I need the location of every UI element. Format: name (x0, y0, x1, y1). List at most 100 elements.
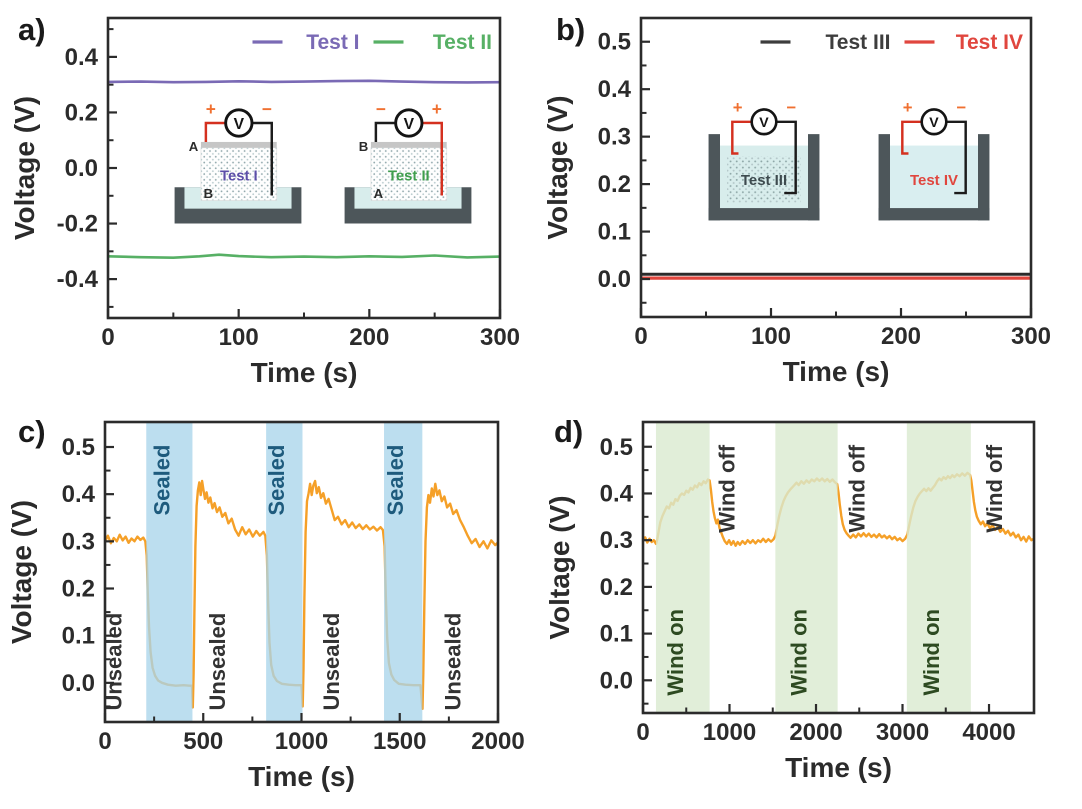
plus-sign: + (903, 98, 913, 117)
inset-test1-diagram: V + − A B Test I (174, 99, 302, 224)
y-tick-label: 0.5 (62, 434, 95, 461)
red-wire (204, 121, 226, 142)
region-label: Unsealed (205, 613, 230, 711)
electrode-label-bottom: B (204, 186, 214, 201)
y-tick-label: 0.4 (65, 44, 99, 71)
y-tick-label: 0.0 (600, 667, 633, 694)
x-tick-label: 1500 (373, 728, 426, 755)
electrode-label-top: B (359, 139, 369, 154)
x-tick-label: 200 (349, 324, 389, 351)
legend-label: Test III (826, 31, 891, 54)
voltmeter-icon (394, 108, 424, 138)
y-tick-label: 0.2 (598, 171, 631, 198)
legend-label: Test I (306, 31, 359, 54)
beaker-left-wall (708, 134, 720, 221)
chart-panel-a: 0 100 200 300 0.4 0.2 0.0 -0.2 -0.4 Time (s) Volta… (9, 16, 520, 388)
chart-panel-d: Wind on Wind off Wind on Wind off Wind on Win… (544, 420, 1036, 783)
inset-test-label: Test IV (910, 172, 958, 189)
panel-letter-d: d) (554, 414, 584, 449)
region-label: Sealed (149, 445, 174, 516)
legend-label: Test II (433, 31, 492, 54)
x-tick-label: 0 (101, 324, 114, 351)
x-tick-label: 100 (219, 324, 259, 351)
electrode-label-top: A (189, 139, 199, 154)
beaker-left-wall (878, 134, 890, 221)
y-tick-label: -0.2 (57, 211, 98, 238)
inset-test-label: Test III (741, 172, 787, 189)
y-axis-label: Voltage (V) (6, 500, 37, 644)
electrode-label-bottom: A (374, 186, 384, 201)
minus-sign: − (786, 98, 796, 117)
y-tick-label: 0.2 (62, 576, 95, 603)
region-label: Unsealed (441, 613, 466, 711)
region-label: Wind on (919, 609, 944, 696)
gel-region (727, 156, 801, 203)
series-test-ii (108, 253, 500, 260)
y-tick-label: 0.0 (65, 155, 98, 182)
x-tick-label: 0 (98, 728, 111, 755)
voltmeter-label: V (234, 116, 245, 133)
voltmeter-label: V (929, 114, 939, 130)
x-tick-label: 4000 (962, 719, 1015, 746)
x-axis-label: Time (s) (785, 752, 892, 783)
x-tick-label: 100 (751, 323, 791, 350)
x-tick-label: 0 (636, 719, 649, 746)
beaker-liquid (890, 145, 978, 209)
y-axis-label: Voltage (V) (542, 95, 573, 239)
x-tick-label: 300 (480, 324, 520, 351)
panel-letter-a: a) (18, 12, 46, 47)
condition-band (384, 422, 423, 722)
inset-test4-diagram: V + − Test IV (878, 98, 990, 221)
y-tick-label: 0.1 (598, 219, 631, 246)
beaker-right-wall (808, 134, 820, 221)
region-label: Wind off (715, 444, 740, 532)
plus-sign: + (432, 99, 442, 119)
x-axis-label: Time (s) (248, 761, 355, 792)
minus-sign: − (262, 99, 272, 119)
voltmeter-icon (750, 108, 778, 136)
plus-sign: + (733, 98, 743, 117)
x-tick-label: 1000 (703, 719, 756, 746)
black-wire (946, 120, 967, 195)
condition-band (146, 422, 193, 722)
plus-sign: + (206, 99, 216, 119)
y-tick-label: 0.3 (598, 124, 631, 151)
voltmeter-icon (224, 108, 254, 138)
black-wire (776, 120, 797, 195)
region-label: Wind off (982, 444, 1007, 532)
x-tick-label: 3000 (876, 719, 929, 746)
y-tick-label: 0.0 (598, 266, 631, 293)
black-wire (374, 121, 396, 142)
x-axis-label: Time (s) (783, 356, 890, 387)
y-tick-label: 0.3 (600, 527, 633, 554)
inset-test-label: Test II (388, 169, 430, 185)
voltmeter-label: V (404, 116, 415, 133)
y-tick-label: 0.2 (65, 99, 98, 126)
chart-panel-c: Unsealed Sealed Unsealed Sealed Unsealed Seal… (6, 420, 525, 792)
condition-band (655, 422, 710, 713)
x-tick-label: 2000 (471, 728, 524, 755)
legend-label: Test IV (956, 31, 1023, 54)
region-label: Sealed (383, 445, 408, 516)
red-wire (731, 120, 752, 155)
electrode-bar (370, 141, 447, 148)
condition-band (775, 422, 838, 713)
inset-test3-diagram: V + − Test III (708, 98, 820, 221)
voltmeter-icon (920, 108, 948, 136)
black-wire (252, 121, 273, 196)
inset-test2-diagram: V − + B A Test II (344, 99, 472, 224)
x-axis-label: Time (s) (251, 357, 358, 388)
y-tick-label: 0.5 (600, 434, 633, 461)
y-tick-label: 0.4 (598, 76, 632, 103)
voltmeter-label: V (759, 114, 769, 130)
x-tick-label: 200 (881, 323, 921, 350)
panel-letter-b: b) (556, 12, 586, 47)
y-axis-label: Voltage (V) (9, 96, 40, 240)
y-tick-label: 0.5 (598, 29, 631, 56)
beaker-bottom (878, 208, 990, 221)
condition-band (266, 422, 303, 722)
region-label: Wind on (786, 609, 811, 696)
x-tick-label: 500 (183, 728, 223, 755)
chart-panel-b: 0 100 200 300 0.5 0.4 0.3 0.2 0.1 0.0 Time (s) Volt… (542, 16, 1051, 387)
